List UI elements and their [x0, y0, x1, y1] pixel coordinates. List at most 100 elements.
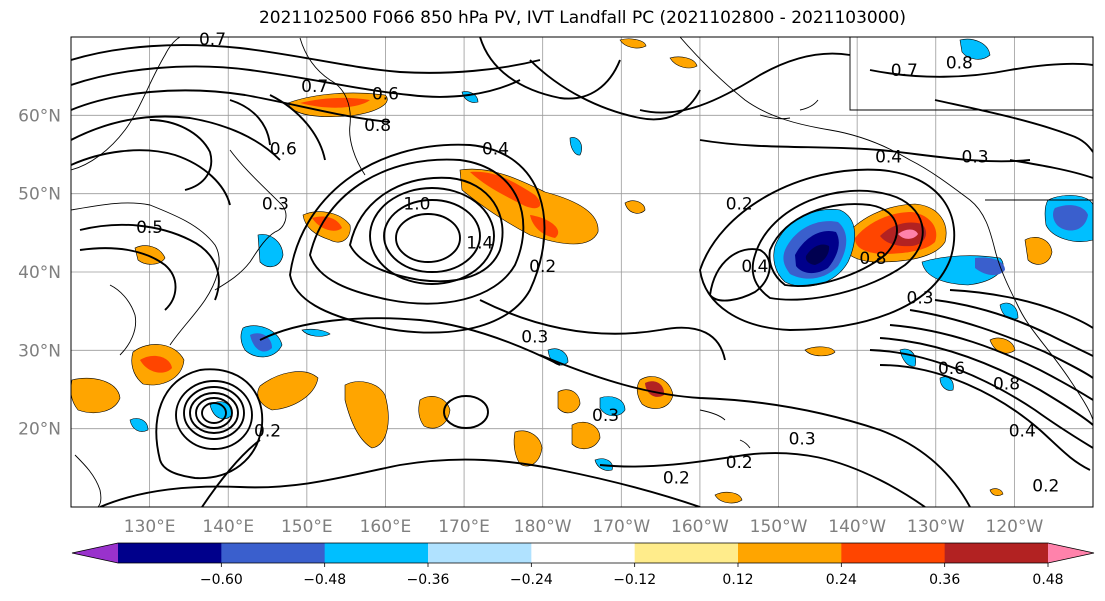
colorbar-tick-label: −0.24: [510, 572, 553, 588]
contour-label: 0.6: [372, 85, 399, 105]
contour-label: 1.4: [466, 234, 493, 254]
contour-label: 0.3: [789, 429, 816, 449]
contour-label: 0.7: [301, 77, 328, 97]
contour-label: 0.5: [136, 218, 163, 238]
contour-label: 0.7: [891, 61, 918, 81]
colorbar-segment: [221, 543, 326, 563]
pos-strong-okhotsk: [300, 97, 370, 108]
colorbar-segment: [634, 543, 739, 563]
colorbar-extend-high: [1048, 543, 1094, 563]
contour-label: 0.3: [907, 288, 934, 308]
neg-anomaly-small-8: [999, 302, 1019, 320]
latitude-labels: 60°N 50°N 40°N 30°N 20°N: [18, 106, 61, 439]
neg-anomaly-small-3: [959, 38, 991, 60]
colorbar-segment: [428, 543, 532, 563]
pos-anomaly-central-3: [513, 430, 543, 467]
longitude-label: 140°W: [828, 517, 886, 537]
longitude-label: 170°E: [438, 517, 490, 537]
pos-max-nepac: [898, 229, 918, 239]
colorbar-tick-label: 0.36: [929, 572, 960, 588]
colorbar-tick-label: −0.36: [407, 572, 450, 588]
pos-anomaly-small-6: [619, 38, 647, 49]
neg-anomaly-small-1: [599, 396, 626, 417]
contour-label: 0.3: [592, 406, 619, 426]
neg-strong-coast-2: [975, 257, 1005, 276]
contour-label: 0.3: [262, 194, 289, 214]
pos-anomaly-small-8: [669, 56, 698, 69]
contour-label: 0.4: [482, 140, 509, 160]
colorbar-tick-label: 0.12: [722, 572, 753, 588]
colorbar-segment: [738, 543, 842, 563]
pos-anomaly-central-1: [344, 381, 389, 449]
map-title: 2021102500 F066 850 hPa PV, IVT Landfall…: [258, 8, 906, 28]
pos-anomaly-small-1: [624, 200, 646, 214]
colorbar-segment: [944, 543, 1049, 563]
colorbar-segment: [324, 543, 429, 563]
longitude-label: 140°E: [202, 517, 254, 537]
colorbar-tick-label: 0.48: [1032, 572, 1063, 588]
pos-anomaly-small-7: [989, 337, 1016, 354]
pos-anomaly-small-2: [804, 346, 836, 357]
contour-label: 0.2: [1032, 476, 1059, 496]
contour-label: 0.3: [962, 147, 989, 167]
coastlines: [71, 37, 1093, 507]
contour-label: 0.6: [270, 140, 297, 160]
contour-label: 0.8: [993, 375, 1020, 395]
contour-label: 0.4: [741, 257, 768, 277]
longitude-label: 150°W: [750, 517, 808, 537]
neg-very-strong-core: [805, 244, 830, 265]
latitude-label: 20°N: [18, 420, 61, 440]
colorbar-tick-label: 0.24: [826, 572, 857, 588]
neg-anomaly-small-10: [301, 328, 331, 337]
contour-label: 0.4: [875, 147, 902, 167]
colorbar-segment: [118, 543, 222, 563]
gridlines: [71, 37, 1093, 507]
longitude-label: 160°W: [671, 517, 729, 537]
pos-anomaly-small-5: [989, 488, 1004, 496]
contour-labels: 0.7 0.7 0.6 0.8 0.6 0.4 0.3 0.5 1.0 1.4 0.2 0.3 0.4 0…: [136, 30, 1059, 497]
contour-label: 0.2: [726, 194, 753, 214]
pos-anomaly-central-5: [571, 421, 601, 450]
map-frame: [70, 36, 1094, 508]
colorbar-tick-label: −0.60: [200, 572, 243, 588]
neg-strong-coast: [1053, 205, 1088, 231]
contour-label: 0.8: [946, 53, 973, 73]
longitude-label: 120°W: [986, 517, 1044, 537]
pos-anomaly-small-3: [714, 491, 743, 504]
pos-anomaly-central-2: [418, 396, 451, 429]
contour-label: 0.8: [364, 116, 391, 136]
ivt-shading: [71, 38, 1093, 504]
colorbar-segment: [841, 543, 946, 563]
colorbar: −0.60 −0.48 −0.36 −0.24 −0.12 0.12 0.24 0.36 0.4…: [71, 542, 1095, 588]
longitude-label: 130°W: [907, 517, 965, 537]
colorbar-tick-label: −0.48: [303, 572, 346, 588]
neg-anomaly-wpac-2: [257, 234, 284, 268]
colorbar-extend-low: [72, 543, 118, 563]
contour-label: 0.2: [663, 469, 690, 489]
contour-label: 0.8: [859, 249, 886, 269]
latitude-label: 50°N: [18, 185, 61, 205]
longitude-label: 150°E: [281, 517, 333, 537]
contour-label: 0.6: [938, 359, 965, 379]
latitude-label: 30°N: [18, 341, 61, 361]
contour-label: 1.0: [403, 194, 430, 214]
longitude-label: 180°W: [514, 517, 572, 537]
neg-anomaly-small-12: [129, 418, 149, 432]
colorbar-segment: [531, 543, 636, 563]
contour-label: 0.4: [1009, 422, 1036, 442]
pos-anomaly-central-4: [557, 389, 581, 414]
colorbar-outline: [71, 542, 1095, 564]
contour-label: 0.2: [529, 257, 556, 277]
contour-label: 0.3: [521, 328, 548, 348]
neg-anomaly-small-11: [461, 91, 479, 103]
longitude-labels: 130°E 140°E 150°E 160°E 170°E 180°W 170°W 160°W…: [124, 517, 1044, 537]
latitude-label: 40°N: [18, 263, 61, 283]
pos-anomaly-coast: [1024, 237, 1053, 265]
latitude-label: 60°N: [18, 106, 61, 126]
longitude-label: 160°E: [360, 517, 412, 537]
contour-label: 0.2: [726, 453, 753, 473]
pv-contours: [71, 37, 1093, 507]
longitude-label: 130°E: [124, 517, 176, 537]
colorbar-tick-label: −0.12: [613, 572, 656, 588]
